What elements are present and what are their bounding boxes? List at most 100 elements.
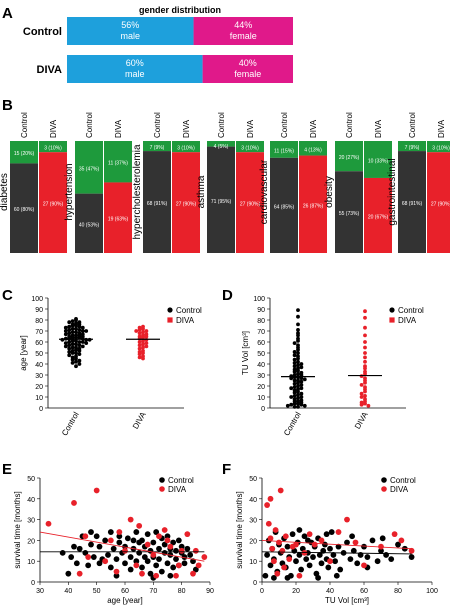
diva-data-point: [93, 487, 100, 494]
bar-segment-no: [104, 182, 132, 253]
control-data-point: [113, 572, 120, 579]
bar-segment-yes: [104, 141, 132, 183]
diva-data-point: [184, 531, 191, 538]
bar-segment-male: [67, 55, 203, 83]
control-data-point: [67, 353, 72, 358]
legend-marker-diva: [167, 317, 173, 323]
control-data-point: [67, 343, 72, 348]
control-data-point: [289, 395, 294, 399]
control-data-point: [63, 341, 68, 345]
control-data-point: [296, 552, 303, 558]
control-data-point: [292, 369, 297, 374]
chart-title: gender distribution: [139, 5, 221, 15]
control-data-point: [80, 344, 85, 349]
diva-data-point: [192, 547, 199, 554]
diva-data-point: [272, 527, 279, 533]
control-data-point: [74, 318, 78, 322]
control-data-point: [70, 339, 75, 343]
legend-label-control: Control: [390, 476, 416, 485]
y-tick-label: 40: [27, 497, 35, 504]
y-axis-label: survival time [months]: [235, 491, 244, 568]
legend-label-control: Control: [398, 306, 424, 315]
bar-value-label: 10 (33%): [368, 158, 389, 164]
control-data-point: [74, 330, 78, 334]
bar-value-label: 11 (15%): [274, 148, 294, 154]
control-data-point: [296, 389, 300, 394]
control-data-point: [77, 324, 82, 329]
control-data-point: [133, 529, 140, 535]
x-tick-label: 60: [121, 588, 129, 595]
comorbidity-label: hypercholesterolemia: [132, 144, 143, 239]
control-data-point: [67, 346, 72, 351]
control-data-point: [76, 545, 83, 552]
control-data-point: [70, 357, 75, 362]
bar-segment-no: [10, 163, 38, 253]
control-data-point: [74, 356, 78, 361]
control-data-point: [292, 364, 297, 369]
y-tick-label: 30: [257, 373, 265, 380]
control-data-point: [77, 340, 82, 344]
group-label: Control: [85, 112, 94, 138]
y-tick-label: 50: [257, 351, 265, 358]
control-data-point: [107, 529, 114, 535]
control-data-point: [296, 339, 300, 343]
y-tick-label: 70: [35, 329, 43, 336]
control-data-point: [63, 325, 68, 330]
control-data-point: [74, 359, 78, 364]
control-data-point: [74, 342, 78, 347]
bar-value-label: 71 (95%): [211, 199, 232, 205]
control-data-point: [107, 564, 114, 571]
x-tick-label: 70: [149, 588, 157, 595]
control-data-point: [74, 323, 78, 328]
diva-data-point: [195, 562, 202, 569]
bar-segment-no: [270, 157, 298, 253]
x-tick-label: 60: [360, 588, 368, 595]
bar-segment-no: [75, 193, 103, 253]
control-data-point: [284, 574, 291, 581]
bar-value-label: 15 (20%): [14, 151, 35, 157]
bar-segment-yes: [299, 141, 327, 156]
y-axis-label: age [year]: [19, 335, 28, 371]
diva-data-point: [408, 547, 415, 554]
y-tick-label: 90: [257, 307, 265, 314]
bar-segment-male: [67, 17, 194, 45]
control-data-point: [144, 558, 151, 565]
panel-f-survival-tuvol: 0 10 20 30 40 50 0 20 40 60 80 100 TU Vol [cm³] survi…: [235, 476, 438, 605]
diva-data-point: [265, 520, 272, 527]
control-data-point: [296, 333, 300, 338]
control-data-point: [184, 545, 191, 552]
control-data-point: [296, 368, 300, 373]
diva-data-point: [141, 335, 145, 340]
bar-value-label: 7 (9%): [150, 145, 165, 151]
control-data-point: [124, 535, 131, 542]
x-axis-label: age [year]: [107, 596, 143, 605]
diva-data-point: [359, 395, 364, 399]
control-data-point: [70, 335, 75, 340]
panel-d-tuvol-scatter: 0 10 20 30 40 50 60 70 80 90 100 TU Vol [cm³] Contro…: [241, 296, 424, 437]
control-data-point: [74, 335, 78, 340]
bar-value-label: 68 (91%): [402, 201, 423, 207]
x-tick-label: 40: [326, 588, 334, 595]
y-tick-label: 30: [27, 518, 35, 525]
control-data-point: [122, 543, 128, 550]
diva-data-point: [363, 309, 367, 314]
category-label: DIVA: [37, 64, 63, 76]
diva-data-point: [271, 558, 277, 565]
comorbidity-label: obesity: [324, 176, 335, 208]
control-data-point: [296, 396, 300, 400]
control-data-point: [85, 562, 92, 569]
diva-data-point: [161, 527, 168, 533]
diva-data-point: [269, 545, 276, 552]
control-data-point: [296, 372, 300, 376]
diva-data-point: [144, 329, 149, 333]
control-data-point: [70, 345, 75, 350]
legend-marker-control: [389, 307, 395, 313]
control-data-point: [67, 328, 72, 332]
control-data-point: [68, 554, 75, 560]
control-data-point: [271, 574, 277, 581]
control-data-point: [67, 331, 72, 336]
diva-data-point: [190, 570, 196, 577]
bar-value-label: 3 (10%): [177, 146, 195, 152]
